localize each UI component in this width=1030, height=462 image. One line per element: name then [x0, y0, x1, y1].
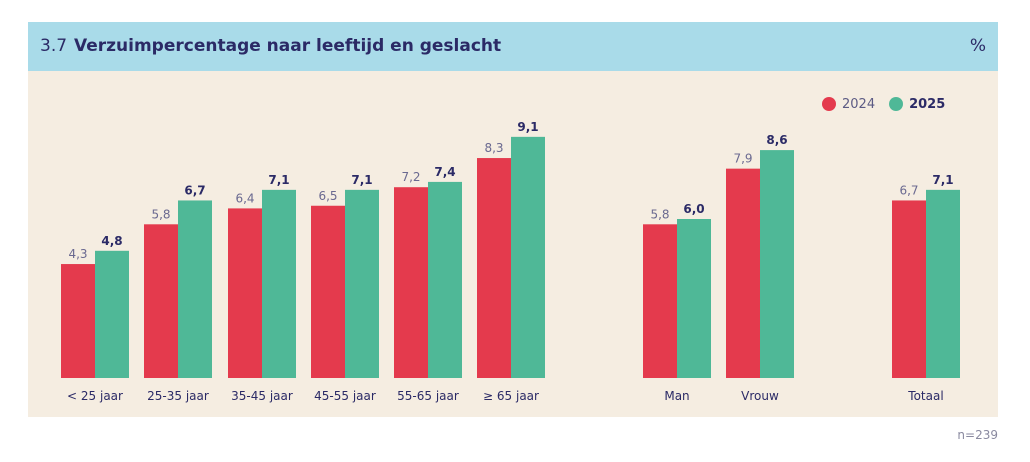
bar-2025 — [262, 189, 296, 378]
bar-2024 — [726, 168, 760, 378]
data-label-2025: 7,1 — [351, 173, 372, 187]
bar-2024 — [477, 158, 511, 378]
bar-2025 — [345, 189, 379, 378]
data-label-2025: 9,1 — [517, 120, 538, 134]
category-label: Vrouw — [741, 389, 779, 403]
legend-label-2025: 2025 — [909, 96, 946, 112]
data-label-2025: 7,4 — [434, 165, 455, 179]
category-label: 45-55 jaar — [314, 389, 376, 403]
bar-2024 — [61, 264, 95, 378]
legend-item-2025: 2025 — [889, 97, 945, 112]
legend-item-2024: 2024 — [822, 97, 875, 112]
category-label: < 25 jaar — [67, 389, 123, 403]
data-label-2025: 6,0 — [683, 202, 704, 216]
bar-2025 — [95, 250, 129, 378]
category-label: Totaal — [907, 389, 943, 403]
bar-2024 — [643, 224, 677, 378]
category-label: Man — [664, 389, 689, 403]
bar-2025 — [760, 150, 794, 378]
legend-label-2024: 2024 — [842, 96, 876, 112]
category-label: 55-65 jaar — [397, 389, 459, 403]
bar-chart: 4,3 4,8 < 25 jaar 5,8 6,7 25-35 jaar 6,4 7,1 35-… — [61, 120, 960, 403]
chart-panel: 3.7 Verzuimpercentage naar leeftijd en g… — [28, 22, 998, 417]
bar-2024 — [892, 200, 926, 378]
category-label: ≥ 65 jaar — [483, 389, 539, 403]
bar-2025 — [178, 200, 212, 378]
data-label-2024: 7,2 — [401, 170, 420, 184]
bar-2024 — [144, 224, 178, 378]
data-label-2025: 8,6 — [766, 133, 787, 147]
bar-2024 — [311, 205, 345, 378]
data-label-2025: 4,8 — [101, 234, 122, 248]
data-label-2025: 6,7 — [184, 183, 205, 197]
chart-header: 3.7 Verzuimpercentage naar leeftijd en g… — [28, 22, 998, 71]
data-label-2024: 8,3 — [484, 141, 503, 155]
data-label-2024: 4,3 — [68, 247, 87, 261]
data-label-2024: 5,8 — [151, 207, 170, 221]
sample-size-note: n=239 — [957, 428, 998, 442]
data-label-2025: 7,1 — [932, 173, 953, 187]
chart-title: Verzuimpercentage naar leeftijd en gesla… — [74, 36, 502, 56]
category-label: 25-35 jaar — [147, 389, 209, 403]
data-label-2024: 5,8 — [650, 207, 669, 221]
bar-2024 — [228, 208, 262, 378]
bar-2025 — [677, 219, 711, 378]
unit-label: % — [969, 36, 986, 56]
data-label-2025: 7,1 — [268, 173, 289, 187]
bar-2025 — [926, 189, 960, 378]
legend: 2024 2025 — [822, 94, 959, 114]
figure-number: 3.7 — [40, 36, 68, 56]
bar-2025 — [428, 181, 462, 378]
legend-dot-2025 — [889, 97, 904, 111]
bar-2025 — [511, 136, 545, 378]
category-label: 35-45 jaar — [231, 389, 293, 403]
legend-dot-2024 — [822, 97, 836, 111]
data-label-2024: 6,7 — [899, 183, 918, 197]
data-label-2024: 7,9 — [733, 152, 752, 166]
bar-2024 — [394, 187, 428, 378]
data-label-2024: 6,5 — [318, 189, 337, 203]
data-label-2024: 6,4 — [235, 191, 254, 205]
